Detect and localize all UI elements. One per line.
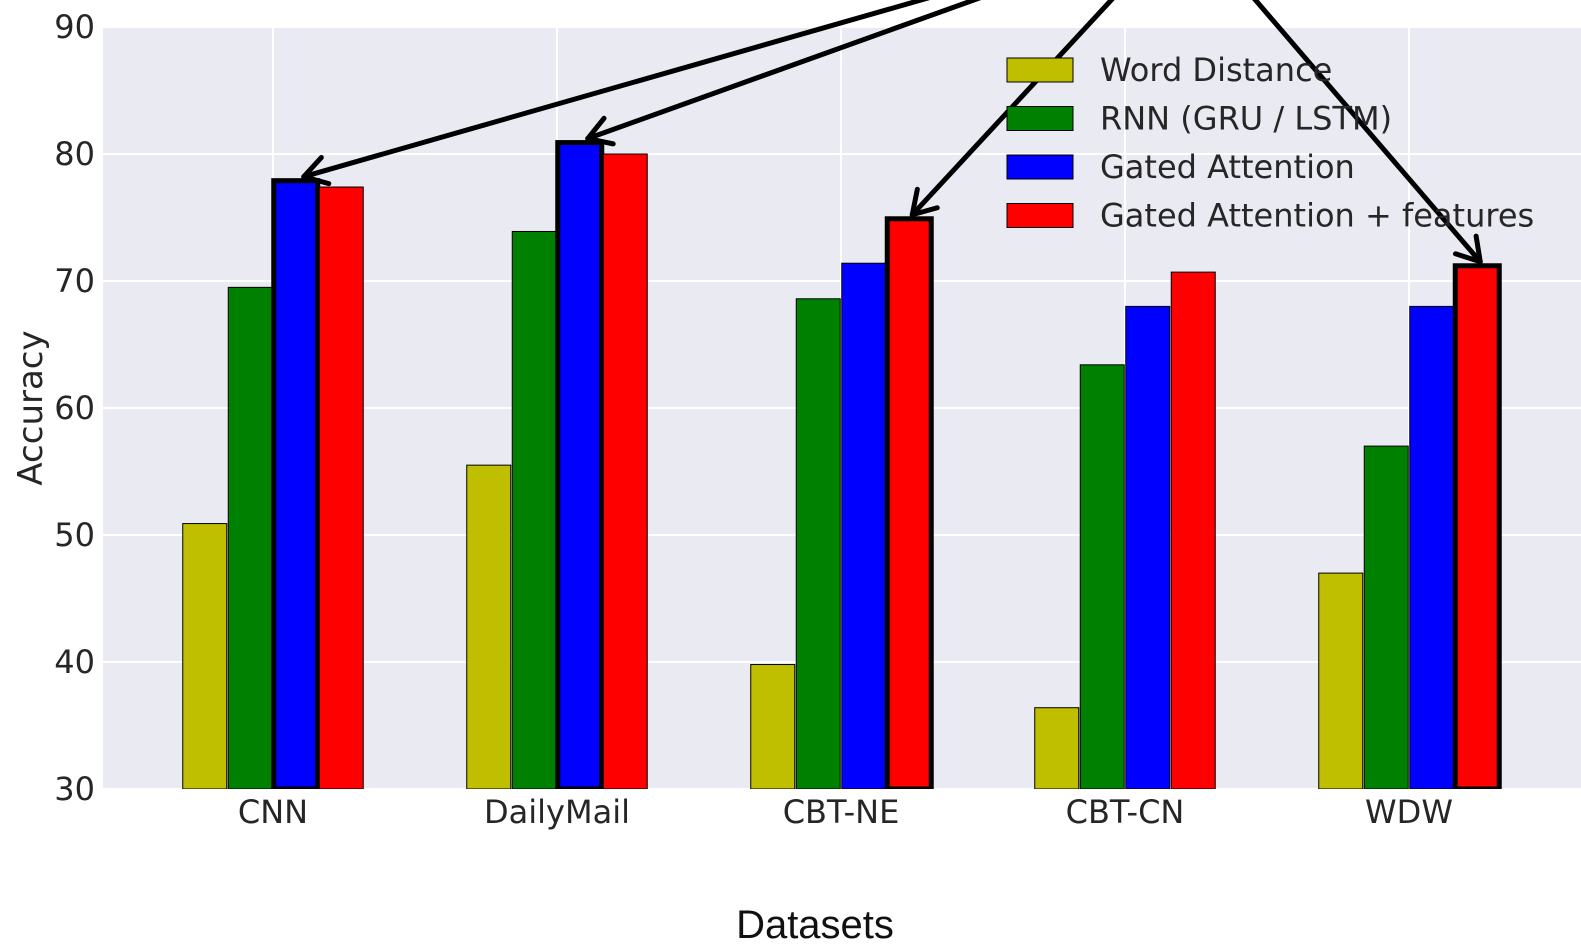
legend-item: Word Distance	[1006, 51, 1332, 89]
arrow-cbt-ne	[909, 0, 1115, 218]
bar-cbt-ne-rnn-gru-lstm	[795, 298, 841, 789]
bar-wdw-word-distance	[1318, 572, 1364, 789]
y-axis-title: Accuracy	[11, 330, 51, 485]
x-tick-label: DailyMail	[484, 793, 630, 831]
bars-group	[182, 140, 1502, 789]
legend: Word Distance RNN (GRU / LSTM) Gated Atten…	[1006, 51, 1534, 235]
arrow-cnn	[301, 0, 931, 187]
bar-cbt-cn-word-distance	[1034, 707, 1080, 789]
bar-cbt-ne-word-distance	[750, 664, 796, 789]
legend-label: Gated Attention	[1100, 148, 1355, 186]
legend-item: RNN (GRU / LSTM)	[1006, 100, 1392, 138]
bar-cbt-cn-rnn-gru-lstm	[1079, 364, 1125, 789]
bar-cnn-gated-attention	[271, 178, 321, 789]
bar-cnn-gated-attention-features	[318, 186, 364, 789]
x-tick-labels: CNN DailyMail CBT-NE CBT-CN WDW	[238, 793, 1453, 831]
bar-cbt-ne-gated-attention	[841, 262, 887, 789]
legend-label: RNN (GRU / LSTM)	[1100, 100, 1392, 138]
arrow-dailymail	[585, 0, 982, 147]
bar-cbt-cn-gated-attention	[1125, 305, 1171, 789]
bar-wdw-rnn-gru-lstm	[1363, 445, 1409, 789]
y-tick-label: 70	[54, 262, 95, 300]
y-tick-label: 80	[54, 135, 95, 173]
x-tick-label: CBT-CN	[1066, 793, 1185, 831]
legend-swatch	[1006, 106, 1074, 131]
x-tick-label: WDW	[1365, 793, 1453, 831]
legend-item: Gated Attention + features	[1006, 197, 1534, 235]
y-tick-label: 50	[54, 516, 95, 554]
bar-dailymail-gated-attention-features	[602, 153, 648, 789]
x-tick-label: CBT-NE	[783, 793, 900, 831]
bar-dailymail-rnn-gru-lstm	[511, 230, 557, 789]
legend-swatch	[1006, 203, 1074, 228]
x-axis-title: Datasets	[736, 903, 894, 947]
arrow-wdw	[1252, 0, 1483, 265]
legend-swatch	[1006, 57, 1074, 83]
y-tick-label: 30	[54, 770, 95, 808]
bar-wdw-gated-attention	[1409, 305, 1455, 789]
bar-dailymail-gated-attention	[555, 140, 605, 789]
bar-cbt-cn-gated-attention-features	[1170, 271, 1216, 789]
legend-item: Gated Attention	[1006, 148, 1355, 186]
annotation-arrows	[301, 0, 1483, 265]
y-tick-label: 40	[54, 643, 95, 681]
bar-cnn-word-distance	[182, 523, 228, 789]
x-tick-label: CNN	[238, 793, 308, 831]
bar-cbt-ne-gated-attention-features	[884, 216, 934, 789]
bar-wdw-gated-attention-features	[1452, 263, 1502, 789]
y-tick-label: 90	[54, 8, 95, 46]
bar-dailymail-word-distance	[466, 464, 512, 789]
legend-label: Word Distance	[1100, 51, 1332, 89]
legend-swatch	[1006, 154, 1074, 180]
y-tick-labels: 30 40 50 60 70 80 90	[54, 8, 95, 808]
y-tick-label: 60	[54, 389, 95, 427]
legend-label: Gated Attention + features	[1100, 197, 1534, 235]
bar-cnn-rnn-gru-lstm	[227, 286, 273, 789]
